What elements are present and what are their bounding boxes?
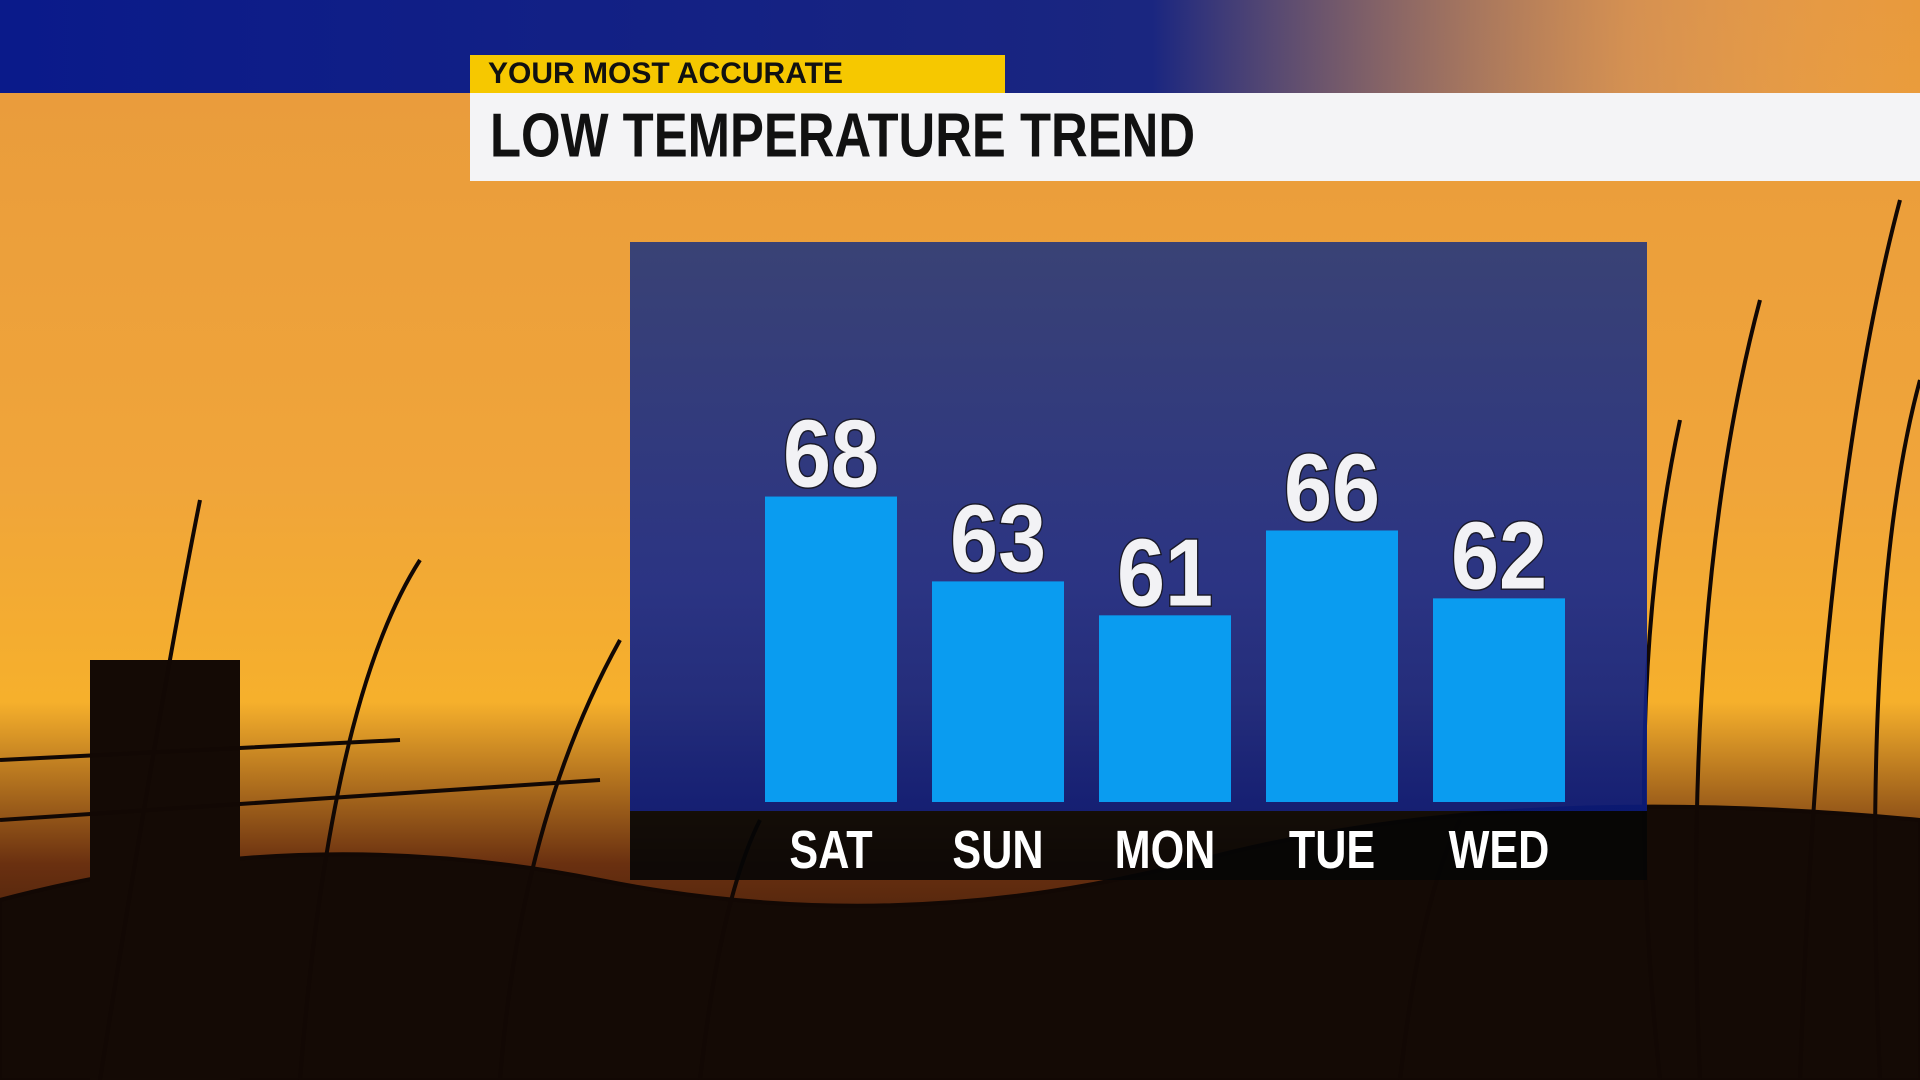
banner-tag [470, 55, 1005, 93]
bar [1433, 598, 1565, 802]
x-tick-label: SUN [952, 821, 1043, 881]
x-tick-label: TUE [1289, 821, 1375, 881]
x-tick-label: WED [1449, 821, 1550, 881]
bar [932, 581, 1064, 802]
label-strip [630, 811, 1647, 880]
value-label: 61 [1117, 519, 1213, 626]
chart-title: LOW TEMPERATURE TREND [490, 102, 1195, 171]
title-bar [470, 93, 1920, 181]
plot: 68 SAT 63 SUN 61 MON 66 TUE 62 WED [765, 399, 1565, 881]
bar [1099, 615, 1231, 802]
banner-text: YOUR MOST ACCURATE [488, 57, 843, 90]
x-tick-label: MON [1115, 821, 1216, 881]
x-tick-label: SAT [789, 821, 872, 881]
value-label: 68 [783, 400, 879, 507]
value-label: 66 [1284, 434, 1380, 541]
value-label: 62 [1451, 502, 1547, 609]
bar [1266, 530, 1398, 802]
value-label: 63 [950, 485, 1046, 592]
bar [765, 496, 897, 802]
